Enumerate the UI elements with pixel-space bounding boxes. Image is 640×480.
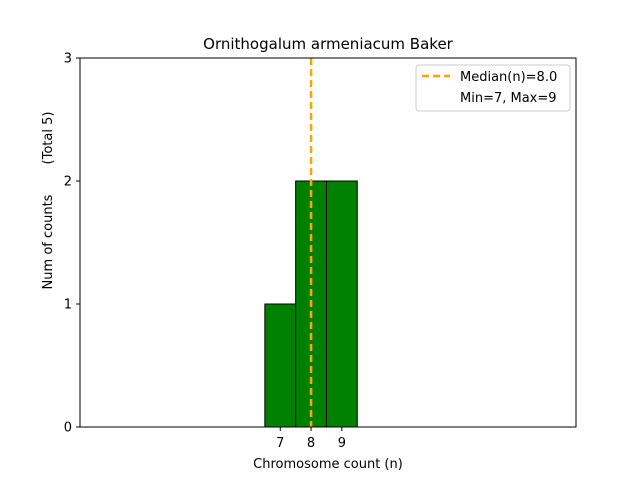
x-tick-label: 7 <box>276 436 284 451</box>
y-tick-label: 3 <box>64 52 72 67</box>
bar-9 <box>325 180 358 428</box>
legend-minmax-label: Min=7, Max=9 <box>460 91 557 106</box>
x-axis-label: Chromosome count (n) <box>253 457 403 472</box>
y-tick-label: 1 <box>64 298 72 313</box>
axes-frame <box>79 57 577 428</box>
chart-title: Ornithogalum armeniacum Baker <box>203 35 454 53</box>
y-axis-total-label: (Total 5) <box>41 112 56 165</box>
y-tick-label: 0 <box>64 421 72 436</box>
legend-box <box>415 64 571 112</box>
legend-median-label: Median(n)=8.0 <box>460 70 557 85</box>
y-axis-label: Num of counts <box>41 194 56 289</box>
legend: Median(n)=8.0 Min=7, Max=9 <box>415 64 571 112</box>
x-tick-label: 8 <box>307 436 315 451</box>
x-axis-ticks: 7 8 9 <box>276 427 346 451</box>
y-tick-label: 2 <box>64 175 72 190</box>
bar-7 <box>264 303 297 428</box>
bar-group <box>264 180 358 428</box>
x-tick-label: 9 <box>338 436 346 451</box>
y-axis-ticks: 0 1 2 3 <box>64 52 80 436</box>
